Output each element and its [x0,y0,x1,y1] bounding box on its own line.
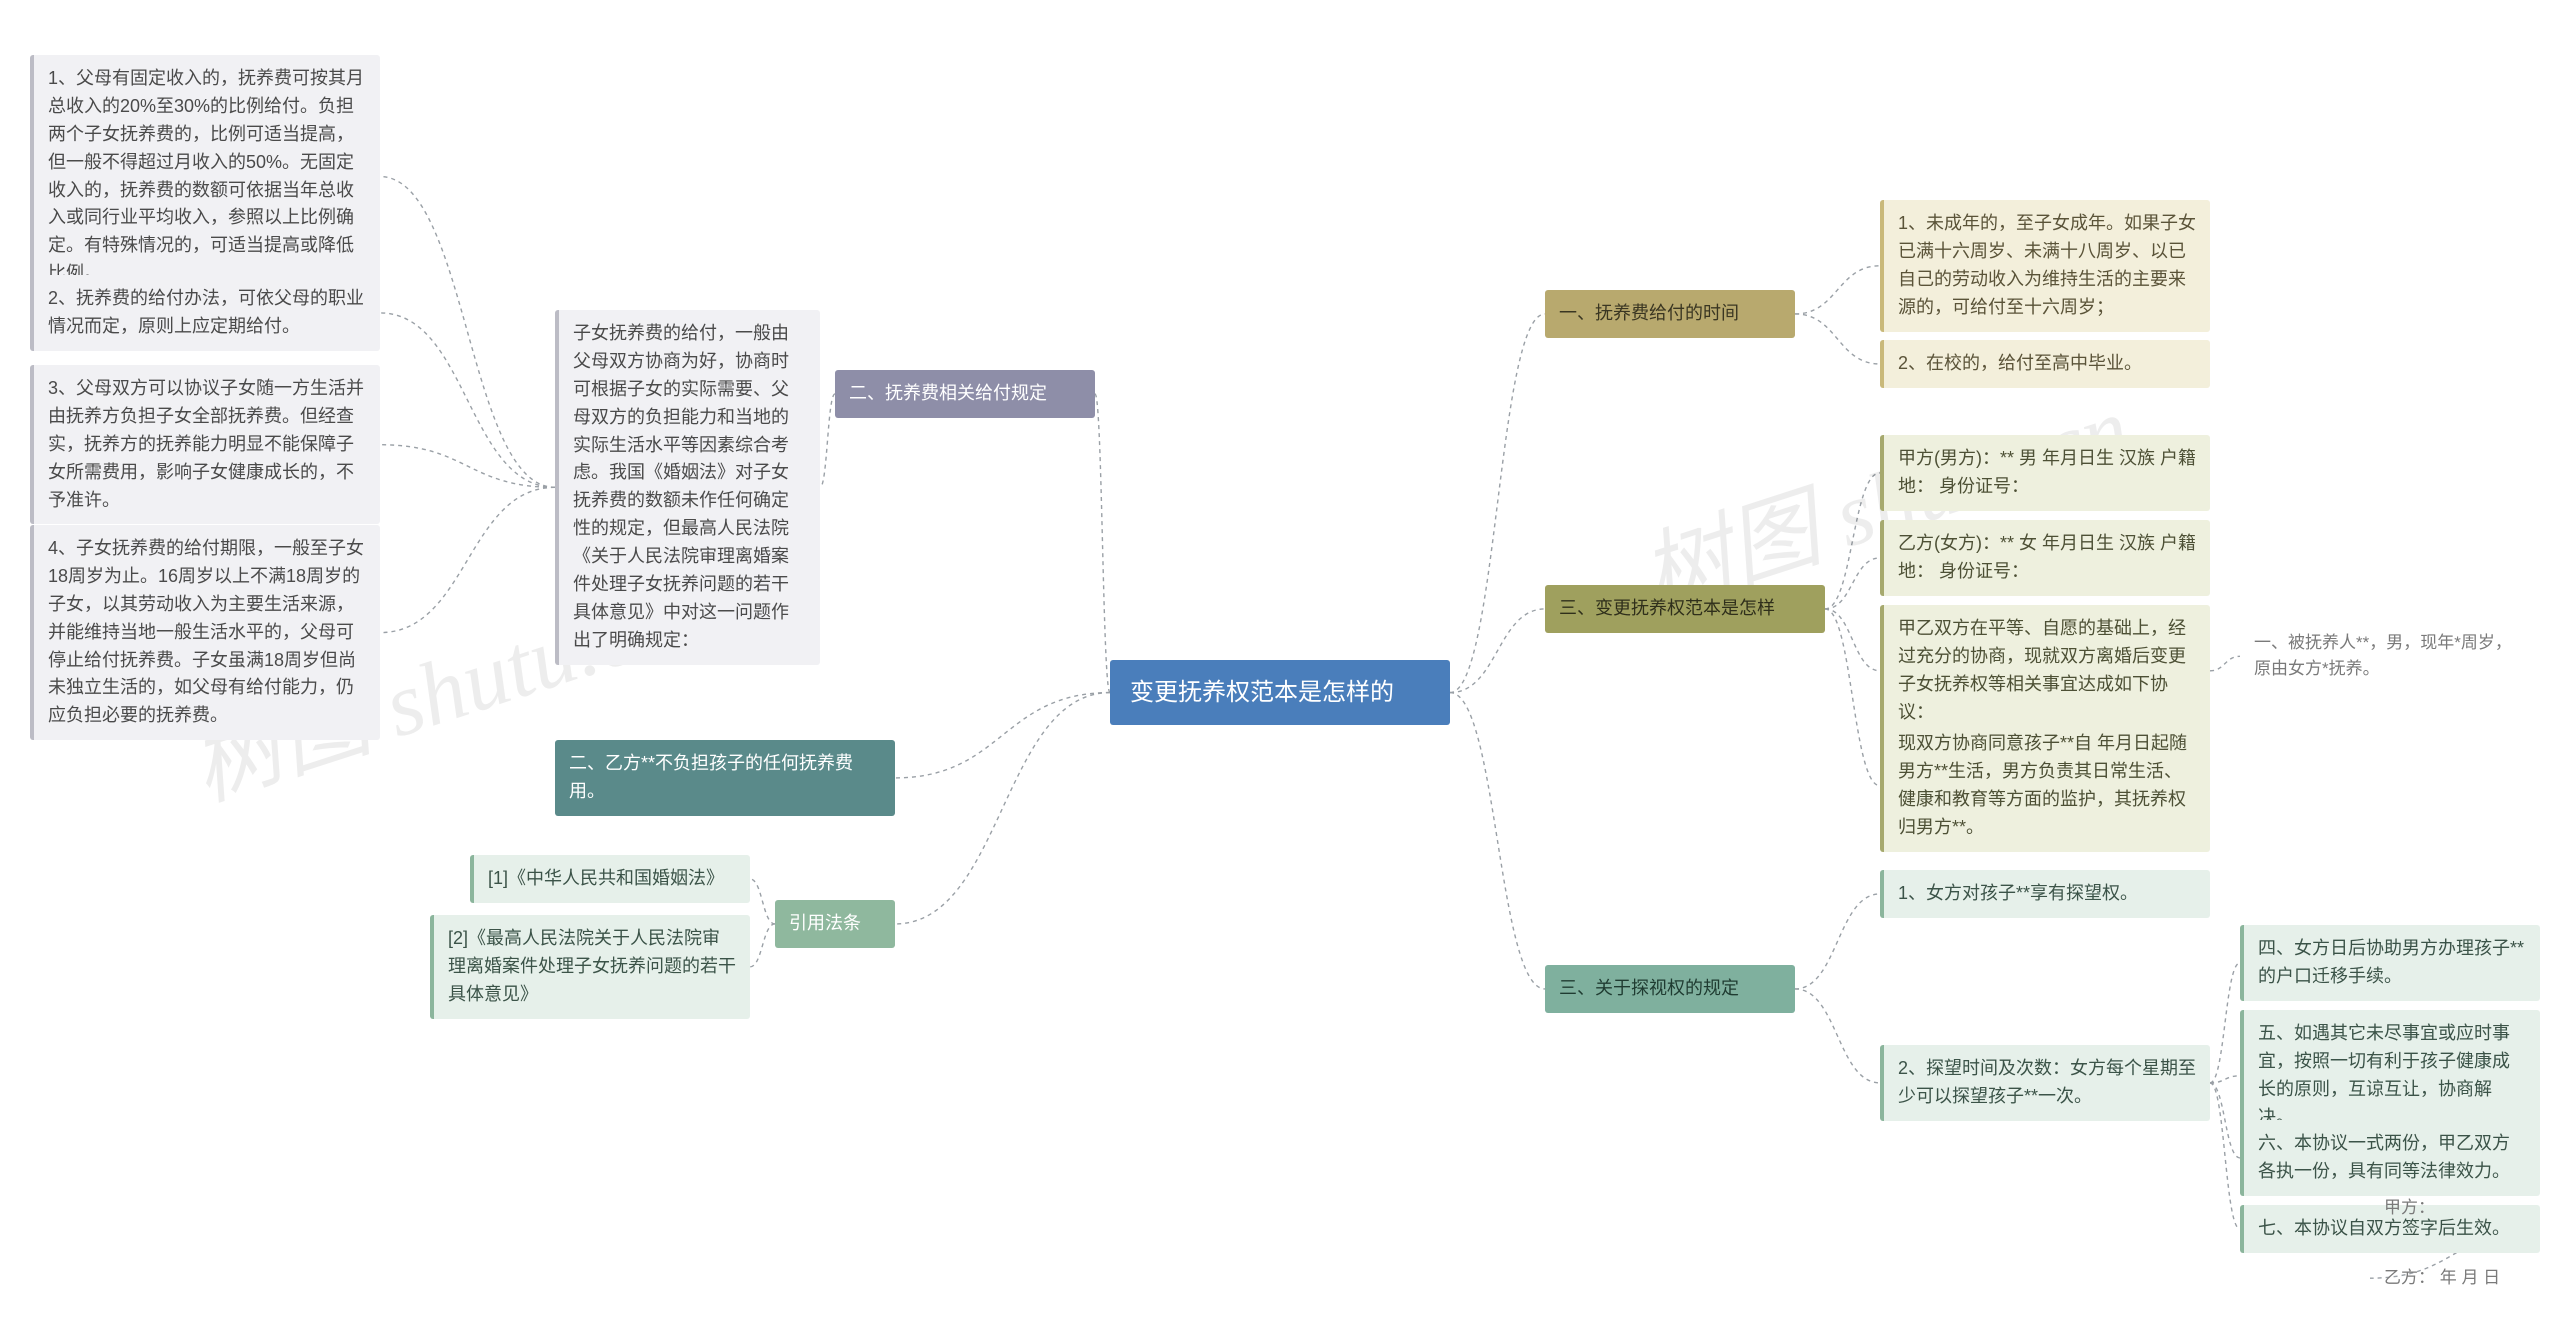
branch-R2: 三、变更抚养权范本是怎样 [1545,585,1825,633]
root-node: 变更抚养权范本是怎样的 [1110,660,1450,725]
leaf-R2-3: 现双方协商同意孩子**自 年月日起随男方**生活，男方负责其日常生活、健康和教育… [1880,720,2210,852]
leaf-R2-0: 甲方(男方)：** 男 年月日生 汉族 户籍地： 身份证号： [1880,435,2210,511]
leaf-R2-2: 甲乙双方在平等、自愿的基础上，经过充分的协商，现就双方离婚后变更子女抚养权等相关… [1880,605,2210,737]
sub-R2-2: 一、被抚养人**，男，现年*周岁，原由女方*抚养。 [2240,620,2540,693]
branch-L1: 二、抚养费相关给付规定 [835,370,1095,418]
sub-R3-1-0: 四、女方日后协助男方办理孩子**的户口迁移手续。 [2240,925,2540,1001]
leaf-L1-2: 3、父母双方可以协议子女随一方生活并由抚养方负担子女全部抚养费。但经查实，抚养方… [30,365,380,524]
branch-R3: 三、关于探视权的规定 [1545,965,1795,1013]
tail-R3-1-3-1: 乙方： 年 月 日 [2370,1255,2514,1301]
leaf-R3-0: 1、女方对孩子**享有探望权。 [1880,870,2210,918]
leaf-L3-0: [1]《中华人民共和国婚姻法》 [470,855,750,903]
leaf-R1-0: 1、未成年的，至子女成年。如果子女已满十六周岁、未满十八周岁、以已自己的劳动收入… [1880,200,2210,332]
leaf-L1-3: 4、子女抚养费的给付期限，一般至子女18周岁为止。16周岁以上不满18周岁的子女… [30,525,380,740]
leaf-L1-1: 2、抚养费的给付办法，可依父母的职业情况而定，原则上应定期给付。 [30,275,380,351]
branch-R1: 一、抚养费给付的时间 [1545,290,1795,338]
leaf-L1-0: 1、父母有固定收入的，抚养费可按其月总收入的20%至30%的比例给付。负担两个子… [30,55,380,298]
branch-L2: 二、乙方**不负担孩子的任何抚养费用。 [555,740,895,816]
leaf-R3-1: 2、探望时间及次数：女方每个星期至少可以探望孩子**一次。 [1880,1045,2210,1121]
leaf-R1-1: 2、在校的，给付至高中毕业。 [1880,340,2210,388]
leaf-R2-1: 乙方(女方)：** 女 年月日生 汉族 户籍地： 身份证号： [1880,520,2210,596]
leaf-L3-1: [2]《最高人民法院关于人民法院审理离婚案件处理子女抚养问题的若干具体意见》 [430,915,750,1019]
mid-L1: 子女抚养费的给付，一般由父母双方协商为好，协商时可根据子女的实际需要、父母双方的… [555,310,820,665]
tail-R3-1-3-0: 甲方： [2370,1185,2449,1231]
branch-L3: 引用法条 [775,900,895,948]
